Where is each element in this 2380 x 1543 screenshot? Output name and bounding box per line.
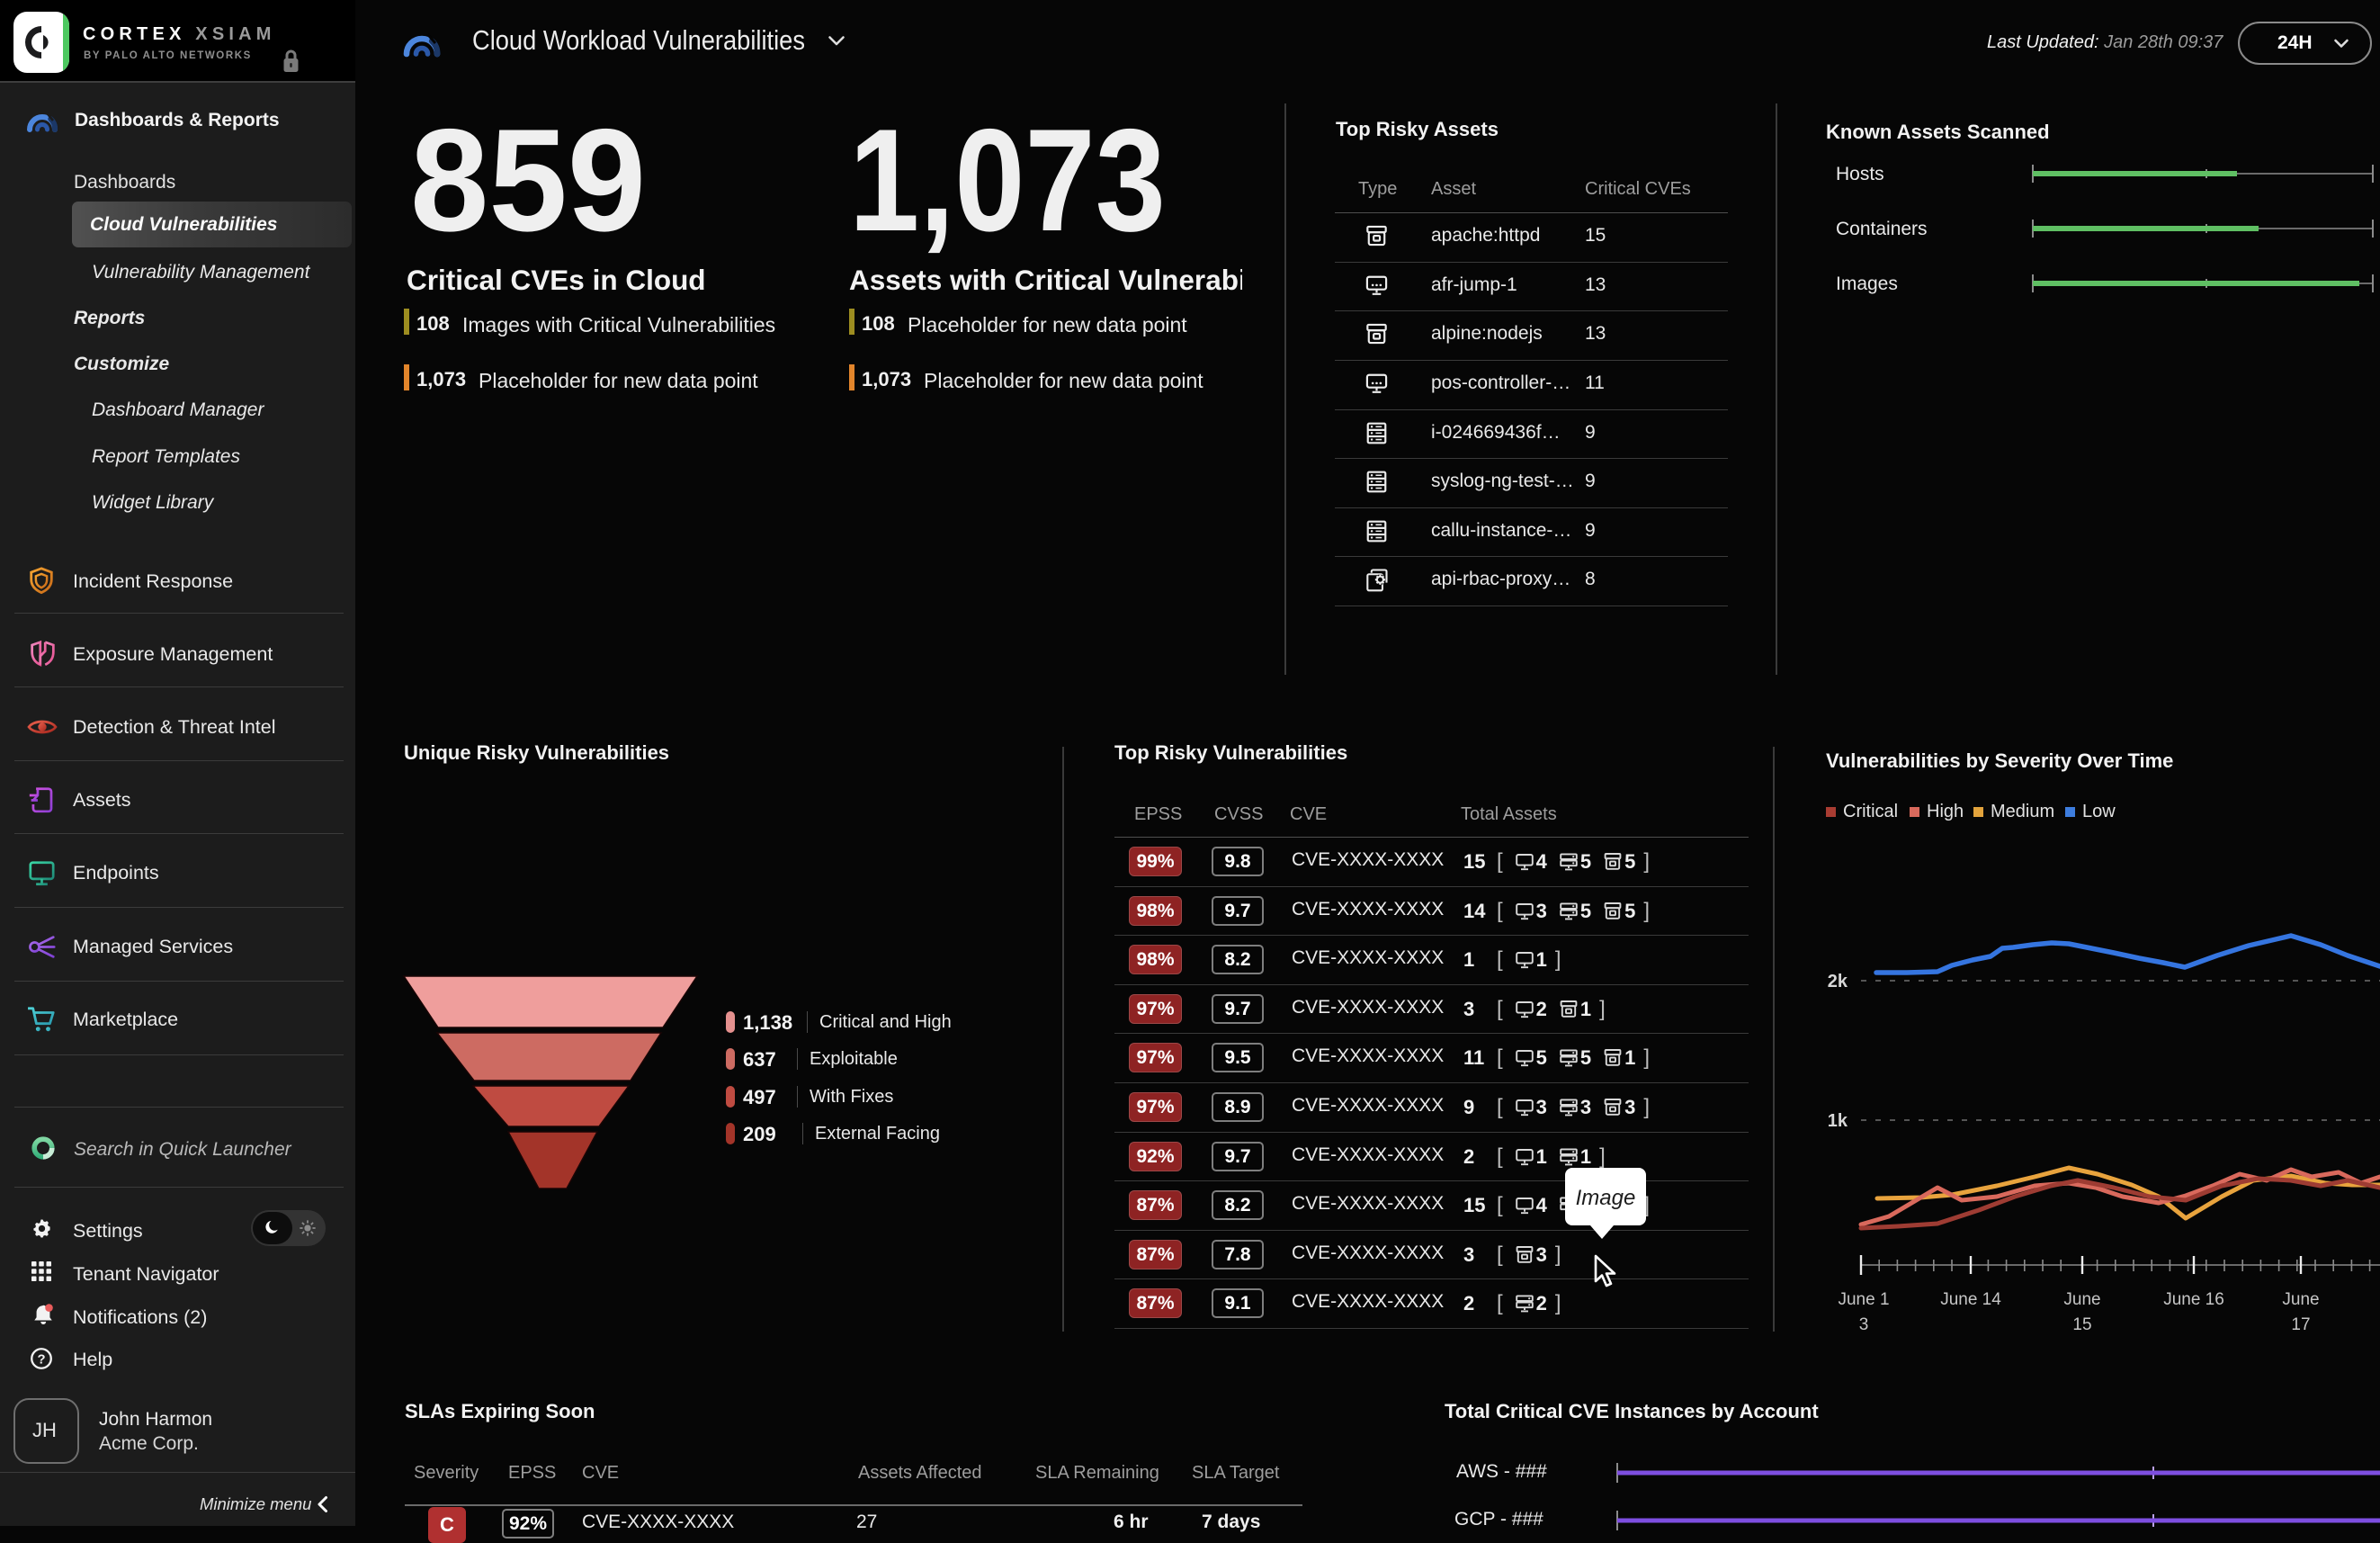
svg-text:Image: Image <box>1576 1186 1636 1210</box>
svg-text:15: 15 <box>2072 1315 2091 1334</box>
svg-text:June 16: June 16 <box>2163 1290 2224 1309</box>
svg-text:June: June <box>2063 1290 2100 1309</box>
svg-text:June 14: June 14 <box>1940 1290 2001 1309</box>
svg-text:3: 3 <box>1859 1315 1869 1334</box>
svg-text:?: ? <box>37 1353 45 1368</box>
svg-text:17: 17 <box>2291 1315 2310 1334</box>
svg-text:June 1: June 1 <box>1838 1290 1889 1309</box>
svg-text:1k: 1k <box>1828 1111 1848 1131</box>
svg-text:June: June <box>2282 1290 2319 1309</box>
svg-text:2k: 2k <box>1828 972 1848 991</box>
